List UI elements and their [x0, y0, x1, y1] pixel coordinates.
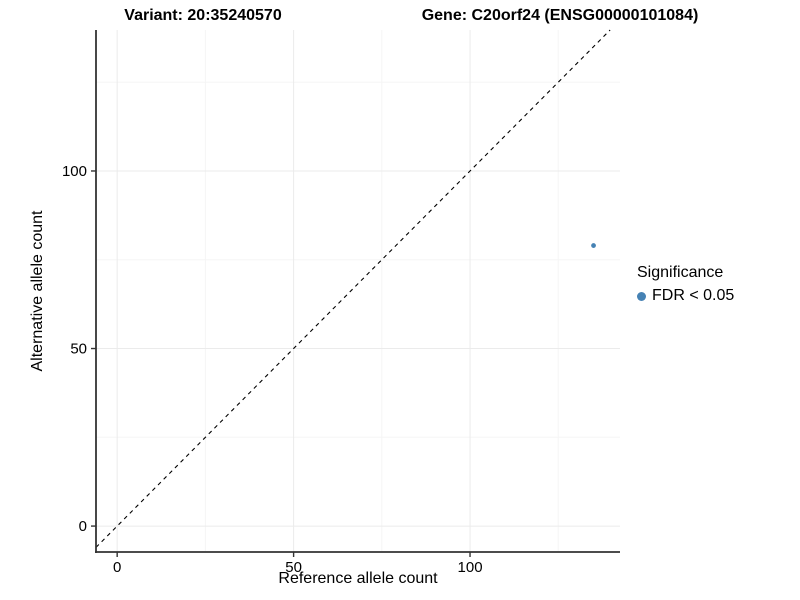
gene-title: Gene: C20orf24 (ENSG00000101084)	[421, 7, 699, 24]
legend-entry-label: FDR < 0.05	[652, 287, 735, 304]
y-tick-label: 0	[79, 518, 87, 535]
x-tick-label: 0	[113, 559, 121, 576]
data-point	[591, 243, 596, 248]
legend-entry: FDR < 0.05	[637, 287, 734, 305]
y-tick-label: 100	[62, 163, 87, 180]
y-tick-label: 50	[70, 341, 87, 358]
x-tick-label: 100	[458, 559, 483, 576]
x-axis-title: Reference allele count	[278, 570, 438, 587]
variant-title: Variant: 20:35240570	[124, 7, 282, 24]
legend-point-swatch	[637, 291, 646, 301]
identity-line	[95, 29, 611, 548]
legend-title: Significance	[637, 264, 724, 281]
x-tick-label: 50	[285, 559, 302, 576]
y-axis-title: Alternative allele count	[29, 210, 46, 372]
legend: Significance FDR < 0.05	[637, 264, 734, 305]
